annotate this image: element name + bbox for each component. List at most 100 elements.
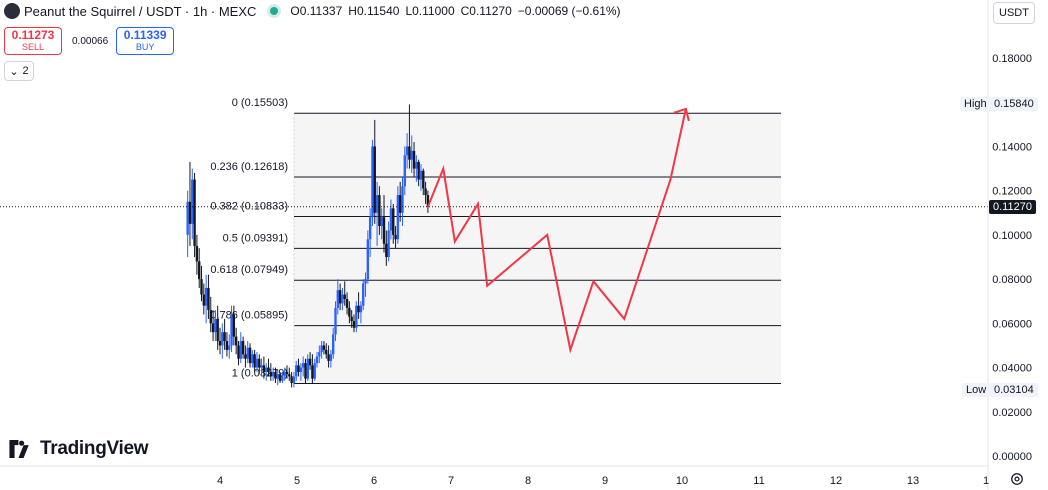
price-axis[interactable]: 0.00000 0.02000 0.04000 0.06000 0.08000 0.100… <box>987 0 1032 490</box>
candle <box>408 104 411 169</box>
indicator-toggle-button[interactable]: ⌄ 2 <box>4 61 34 81</box>
candle <box>320 341 323 359</box>
time-tick-label: 10 <box>676 475 688 487</box>
price-tick-label: 0.08000 <box>992 274 1032 286</box>
candle <box>343 281 346 306</box>
candle <box>327 345 330 368</box>
ohlc-change: −0.00069 (−0.61%) <box>517 4 621 18</box>
candle <box>375 181 379 246</box>
ohlc-high: H0.11540 <box>348 4 400 18</box>
candle <box>211 310 215 342</box>
candle <box>218 327 222 355</box>
candle <box>364 272 367 297</box>
candle <box>424 181 427 204</box>
price-tick-label: 0.04000 <box>992 363 1032 375</box>
candle <box>419 164 423 191</box>
candle <box>362 279 365 311</box>
candle <box>410 135 413 173</box>
candle <box>352 314 356 333</box>
candle <box>244 345 247 368</box>
candle <box>385 230 388 266</box>
candle <box>417 159 420 187</box>
candle <box>258 354 261 375</box>
candle <box>394 226 397 249</box>
candle <box>331 327 335 359</box>
symbol-title[interactable]: Peanut the Squirrel / USDT · 1h · MEXC <box>24 3 257 19</box>
candle <box>304 358 307 384</box>
symbol-header: Peanut the Squirrel / USDT · 1h · MEXC O… <box>0 0 990 22</box>
candle <box>355 301 358 333</box>
candle <box>392 203 395 244</box>
candle <box>301 356 305 377</box>
candle <box>239 332 242 364</box>
candle <box>188 161 192 246</box>
candle <box>274 367 277 384</box>
fib-level-label: 1 (0.03279) <box>232 367 288 379</box>
price-tick-label: 0.06000 <box>992 318 1032 330</box>
candle <box>322 341 326 355</box>
candle <box>195 234 199 275</box>
candle <box>214 310 217 342</box>
candle <box>271 367 275 381</box>
currency-selector[interactable]: USDT <box>993 2 1035 24</box>
candle <box>255 352 259 372</box>
candle <box>269 363 273 381</box>
candle <box>311 354 314 384</box>
price-tick-label: 0.14000 <box>992 141 1032 153</box>
candle <box>232 305 236 346</box>
candle <box>223 318 226 350</box>
candle <box>359 301 363 324</box>
candle <box>186 190 189 257</box>
sell-button[interactable]: 0.11273 SELL <box>4 27 62 55</box>
candle <box>398 181 402 222</box>
candle <box>288 367 291 381</box>
ohlc-low: L0.11000 <box>405 4 455 18</box>
projection-arrowhead <box>673 107 690 122</box>
projection-line[interactable] <box>426 108 687 354</box>
candle <box>315 352 319 368</box>
candle <box>422 168 425 196</box>
last-price-tag: 0.11270 <box>989 200 1036 214</box>
price-tick-label: 0.10000 <box>992 230 1032 242</box>
time-tick-label: 5 <box>294 475 300 487</box>
candle <box>371 139 374 227</box>
candle <box>251 349 254 368</box>
candle <box>299 363 303 381</box>
candle <box>366 230 370 284</box>
candle <box>308 352 312 370</box>
candle <box>228 334 231 359</box>
price-tick-label: 0.00000 <box>992 451 1032 463</box>
time-axis[interactable]: 4 5 6 7 8 9 10 11 12 13 1 <box>0 465 989 487</box>
tradingview-logo-icon <box>9 440 29 458</box>
candle <box>336 279 340 315</box>
spread-value: 0.00066 <box>72 35 109 47</box>
candle <box>230 305 233 353</box>
candle <box>401 177 404 227</box>
high-value: 0.15840 <box>990 97 1038 111</box>
candle <box>415 155 418 182</box>
candle <box>285 365 289 379</box>
candle <box>290 371 293 388</box>
gear-icon[interactable] <box>1010 472 1024 486</box>
candlestick-series <box>0 104 988 388</box>
candle <box>207 274 210 319</box>
price-tick-label: 0.02000 <box>992 407 1032 419</box>
time-tick-label: 1 <box>983 475 989 487</box>
price-tick-label: 0.12000 <box>992 186 1032 198</box>
candle <box>396 186 400 244</box>
projection-path[interactable] <box>426 107 690 354</box>
candle <box>306 354 309 381</box>
candle <box>234 327 238 355</box>
fibonacci-retracement[interactable]: 0 (0.15503)0.236 (0.12618)0.382 (0.10833… <box>210 97 781 387</box>
candle <box>405 133 409 169</box>
candle <box>209 296 212 333</box>
candle <box>341 287 344 311</box>
high-label: High <box>960 97 991 111</box>
fib-level-label: 0.236 (0.12618) <box>210 161 288 173</box>
candle <box>318 345 321 364</box>
candle <box>380 208 383 240</box>
candle <box>253 349 256 372</box>
tradingview-logo[interactable]: TradingView <box>8 438 149 460</box>
buy-button[interactable]: 0.11339 BUY <box>116 27 175 55</box>
